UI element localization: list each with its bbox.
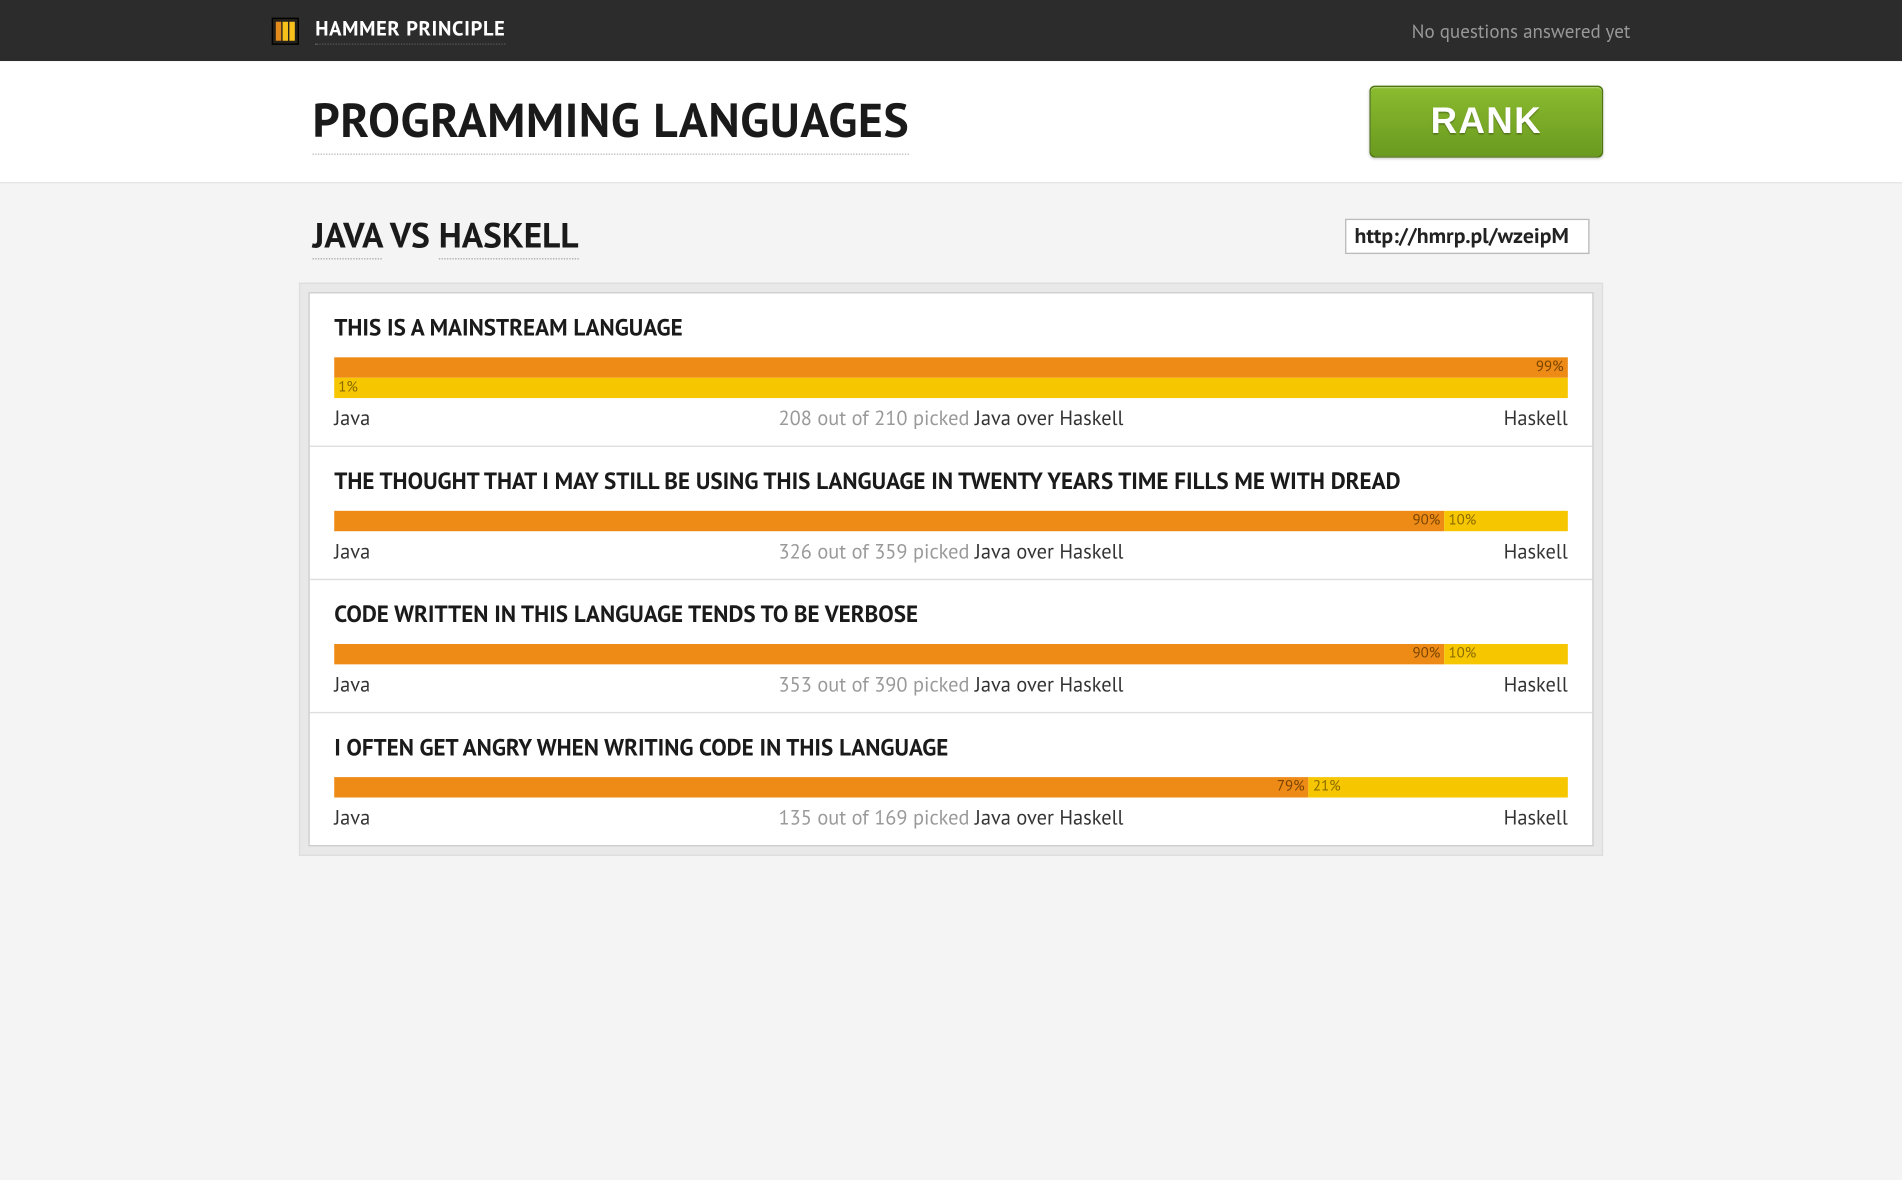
share-url-input[interactable] (1345, 218, 1590, 253)
statement-title[interactable]: CODE WRITTEN IN THIS LANGUAGE TENDS TO B… (334, 599, 1568, 630)
pick-summary: 208 out of 210 picked Java over Haskell (779, 406, 1124, 432)
pick-summary: 353 out of 390 picked Java over Haskell (779, 672, 1124, 698)
page-header: PROGRAMMING LANGUAGES RANK (0, 61, 1902, 183)
lang-right-label[interactable]: Haskell (1504, 406, 1568, 432)
lang-left-label[interactable]: Java (334, 406, 370, 432)
rank-button[interactable]: RANK (1369, 86, 1603, 158)
lang-left-label[interactable]: Java (334, 805, 370, 831)
comparison-title: JAVA VS HASKELL (312, 213, 578, 258)
topbar: HAMMER PRINCIPLE No questions answered y… (0, 0, 1902, 61)
lang-left-label[interactable]: Java (334, 539, 370, 565)
page-title[interactable]: PROGRAMMING LANGUAGES (312, 88, 909, 155)
lang-right-label[interactable]: Haskell (1504, 539, 1568, 565)
logo-icon[interactable] (272, 17, 299, 44)
pick-summary: 135 out of 169 picked Java over Haskell (779, 805, 1124, 831)
comparison-bar: 90%10% (334, 511, 1568, 531)
statement-title[interactable]: THE THOUGHT THAT I MAY STILL BE USING TH… (334, 466, 1568, 497)
statement-title[interactable]: I OFTEN GET ANGRY WHEN WRITING CODE IN T… (334, 732, 1568, 763)
lang-a-link[interactable]: JAVA (312, 213, 381, 259)
status-text: No questions answered yet (1412, 18, 1631, 42)
comparison-bar: 90%10% (334, 644, 1568, 664)
comparison-bar: 79%21% (334, 777, 1568, 797)
comparison-header: JAVA VS HASKELL (299, 183, 1603, 282)
statements-list: THIS IS A MAINSTREAM LANGUAGE 99%1% Java 20… (308, 292, 1593, 846)
brand-link[interactable]: HAMMER PRINCIPLE (315, 16, 505, 45)
statement-item: THE THOUGHT THAT I MAY STILL BE USING TH… (310, 447, 1593, 580)
statement-item: CODE WRITTEN IN THIS LANGUAGE TENDS TO B… (310, 580, 1593, 713)
pick-summary: 326 out of 359 picked Java over Haskell (779, 539, 1124, 565)
statements-frame: THIS IS A MAINSTREAM LANGUAGE 99%1% Java 20… (299, 283, 1603, 856)
statement-title[interactable]: THIS IS A MAINSTREAM LANGUAGE (334, 312, 1568, 343)
comparison-bar: 99%1% (334, 357, 1568, 398)
statement-item: I OFTEN GET ANGRY WHEN WRITING CODE IN T… (310, 713, 1593, 845)
lang-b-link[interactable]: HASKELL (439, 213, 579, 259)
lang-left-label[interactable]: Java (334, 672, 370, 698)
lang-right-label[interactable]: Haskell (1504, 672, 1568, 698)
statement-item: THIS IS A MAINSTREAM LANGUAGE 99%1% Java 20… (310, 293, 1593, 446)
lang-right-label[interactable]: Haskell (1504, 805, 1568, 831)
